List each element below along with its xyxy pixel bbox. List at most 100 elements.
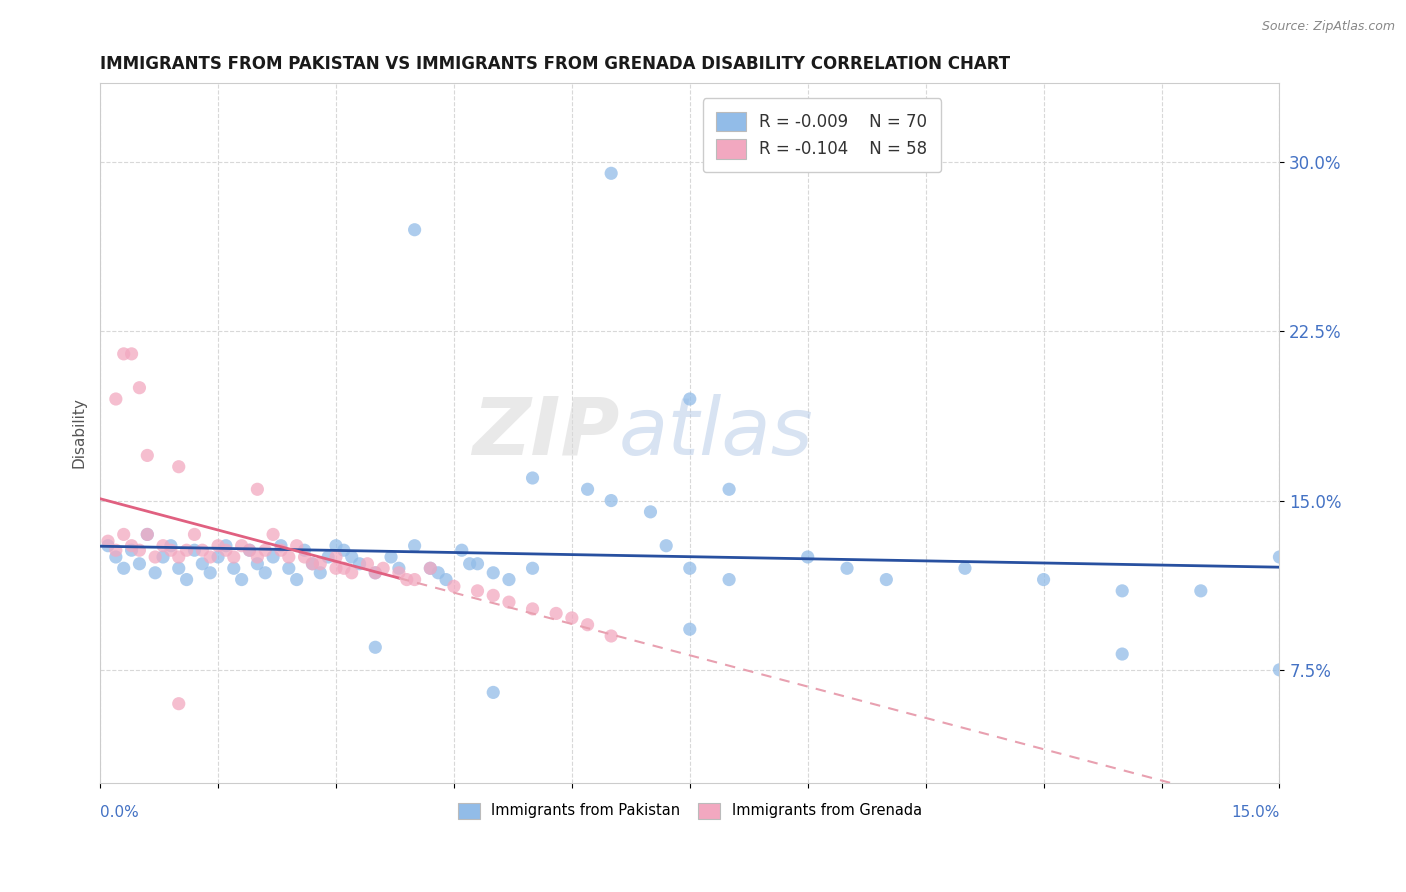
Point — [419, 561, 441, 575]
Point — [112, 347, 135, 361]
Point — [395, 573, 418, 587]
Point — [404, 223, 426, 237]
Point — [270, 543, 292, 558]
Point — [246, 549, 269, 564]
Point — [316, 549, 339, 564]
Point — [427, 566, 450, 580]
Point — [215, 543, 238, 558]
Point — [419, 561, 441, 575]
Point — [404, 539, 426, 553]
Point — [285, 573, 308, 587]
Point — [200, 549, 222, 564]
Point — [875, 573, 897, 587]
Point — [222, 561, 245, 575]
Point — [522, 602, 544, 616]
Point — [1189, 583, 1212, 598]
Point — [301, 557, 323, 571]
Text: 15.0%: 15.0% — [1232, 805, 1279, 821]
Point — [498, 573, 520, 587]
Point — [104, 543, 127, 558]
Point — [183, 527, 205, 541]
Point — [600, 629, 623, 643]
Point — [167, 561, 190, 575]
Point — [143, 566, 166, 580]
Point — [104, 392, 127, 406]
Point — [467, 583, 489, 598]
Point — [458, 557, 481, 571]
Point — [309, 557, 332, 571]
Point — [97, 534, 120, 549]
Legend: Immigrants from Pakistan, Immigrants from Grenada: Immigrants from Pakistan, Immigrants fro… — [453, 797, 928, 824]
Point — [953, 561, 976, 575]
Point — [136, 527, 159, 541]
Point — [325, 561, 347, 575]
Point — [340, 566, 363, 580]
Point — [121, 347, 143, 361]
Point — [333, 561, 356, 575]
Point — [246, 483, 269, 497]
Point — [640, 505, 662, 519]
Point — [97, 539, 120, 553]
Point — [270, 539, 292, 553]
Point — [1111, 647, 1133, 661]
Text: 0.0%: 0.0% — [100, 805, 139, 821]
Point — [373, 561, 395, 575]
Point — [364, 566, 387, 580]
Point — [294, 543, 316, 558]
Point — [796, 549, 818, 564]
Point — [167, 549, 190, 564]
Point — [325, 549, 347, 564]
Point — [294, 549, 316, 564]
Point — [482, 588, 505, 602]
Point — [277, 561, 299, 575]
Point — [160, 543, 183, 558]
Point — [1268, 549, 1291, 564]
Point — [679, 622, 702, 636]
Point — [176, 573, 198, 587]
Point — [561, 611, 583, 625]
Point — [443, 579, 465, 593]
Point — [349, 557, 371, 571]
Point — [450, 543, 472, 558]
Text: atlas: atlas — [619, 394, 814, 472]
Point — [285, 539, 308, 553]
Text: ZIP: ZIP — [471, 394, 619, 472]
Point — [128, 381, 150, 395]
Point — [482, 685, 505, 699]
Point — [277, 549, 299, 564]
Point — [498, 595, 520, 609]
Point — [112, 561, 135, 575]
Point — [333, 543, 356, 558]
Point — [231, 539, 253, 553]
Point — [600, 166, 623, 180]
Point — [388, 561, 411, 575]
Point — [380, 549, 402, 564]
Point — [191, 543, 214, 558]
Point — [434, 573, 457, 587]
Point — [679, 561, 702, 575]
Point — [835, 561, 858, 575]
Point — [655, 539, 678, 553]
Point — [404, 573, 426, 587]
Point — [246, 557, 269, 571]
Point — [121, 539, 143, 553]
Point — [325, 539, 347, 553]
Point — [152, 549, 174, 564]
Point — [215, 539, 238, 553]
Point — [262, 527, 284, 541]
Point — [467, 557, 489, 571]
Point — [254, 566, 277, 580]
Point — [231, 573, 253, 587]
Point — [309, 566, 332, 580]
Point — [104, 549, 127, 564]
Point — [522, 561, 544, 575]
Point — [718, 483, 741, 497]
Point — [482, 566, 505, 580]
Point — [143, 549, 166, 564]
Point — [167, 697, 190, 711]
Point — [222, 549, 245, 564]
Point — [546, 607, 568, 621]
Point — [254, 543, 277, 558]
Point — [128, 557, 150, 571]
Point — [364, 566, 387, 580]
